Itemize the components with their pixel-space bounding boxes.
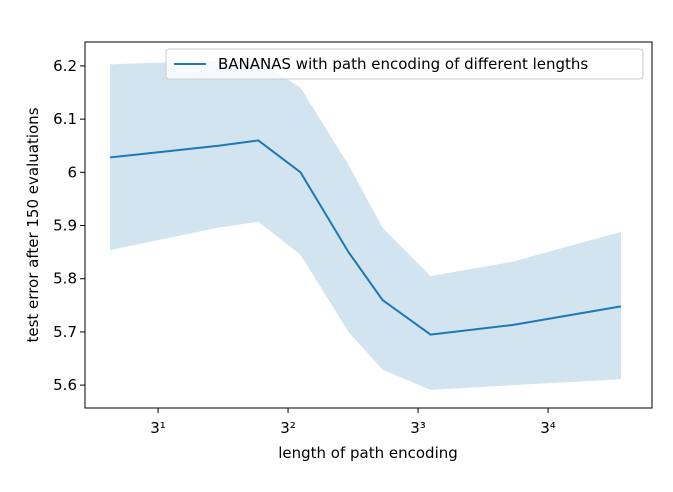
legend-box: [165, 48, 644, 80]
y-tick-label: 6.1: [53, 110, 77, 128]
line: [109, 139, 622, 336]
x-tick-label: 3⁴: [540, 419, 556, 437]
x-axis-label: length of path encoding: [278, 444, 458, 462]
plot-frame: [84, 41, 653, 409]
y-tick-label: 5.9: [53, 217, 77, 235]
y-tick-label: 5.6: [53, 376, 77, 394]
error-band: [110, 60, 621, 390]
x-tick-label: 3²: [280, 419, 296, 437]
legend: BANANAS with path encoding of different …: [165, 48, 644, 80]
x-tick-label: 3³: [410, 419, 426, 437]
y-tick-label: 6: [67, 163, 77, 181]
x-tick-label: 3¹: [150, 419, 166, 437]
y-axis-label: test error after 150 evaluations: [24, 107, 42, 342]
y-tick-label: 5.8: [53, 270, 77, 288]
y-tick-label: 6.2: [53, 57, 77, 75]
legend-label: BANANAS with path encoding of different …: [218, 55, 588, 73]
y-tick-label: 5.7: [53, 323, 77, 341]
